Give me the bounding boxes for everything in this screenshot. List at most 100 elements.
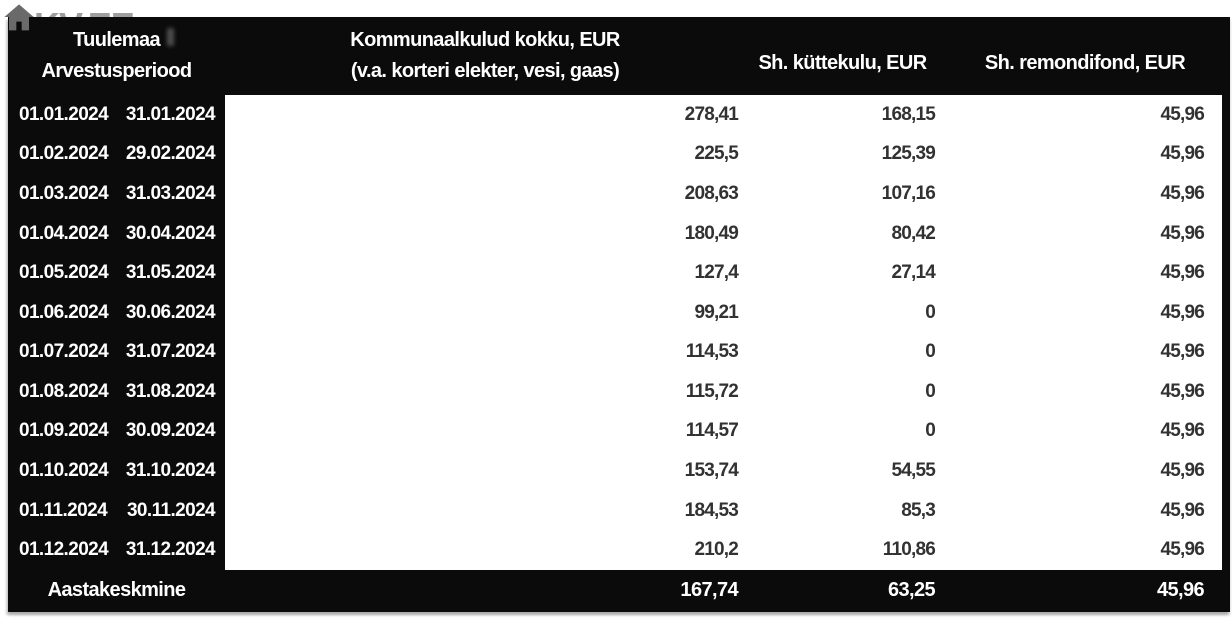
- period-start: 01.08.2024: [19, 380, 109, 402]
- period-cell: 01.01.2024 31.01.2024: [8, 95, 225, 135]
- period-end: 30.06.2024: [125, 301, 216, 323]
- header-address-label: Tuulemaa: [73, 25, 175, 56]
- repair-fund-cell: 45,96: [940, 95, 1222, 135]
- period-start: 01.03.2024: [19, 182, 109, 204]
- period-start: 01.10.2024: [19, 459, 109, 481]
- period-cell: 01.11.2024 30.11.2024: [8, 490, 225, 531]
- period-start: 01.09.2024: [19, 420, 109, 442]
- table-row: 01.08.2024 31.08.2024 115,72 0 45,96: [8, 372, 1222, 412]
- period-start: 01.05.2024: [19, 262, 109, 284]
- period-start: 01.01.2024: [19, 103, 109, 125]
- header-period-label: Arvestusperiood: [41, 60, 193, 82]
- total-cost-cell: 114,57: [225, 411, 745, 452]
- footer-label: Aastakeskmine: [47, 579, 186, 602]
- table-row: 01.01.2024 31.01.2024 278,41 168,15 45,9…: [8, 95, 1222, 135]
- table-row: 01.06.2024 30.06.2024 99,21 0 45,96: [8, 292, 1222, 333]
- repair-fund-cell: 45,96: [940, 332, 1222, 373]
- heating-cost-cell: 168,15: [745, 95, 940, 135]
- table-row: 01.03.2024 31.03.2024 208,63 107,16 45,9…: [8, 174, 1222, 214]
- period-start: 01.06.2024: [19, 301, 109, 323]
- period-cell: 01.08.2024 31.08.2024: [8, 372, 225, 412]
- table-row: 01.10.2024 31.10.2024 153,74 54,55 45,96: [8, 451, 1222, 491]
- repair-fund-cell: 45,96: [940, 411, 1222, 452]
- table-row: 01.07.2024 31.07.2024 114,53 0 45,96: [8, 332, 1222, 373]
- footer-heating: 63,25: [887, 579, 936, 602]
- period-cell: 01.05.2024 31.05.2024: [8, 253, 225, 293]
- period-cell: 01.04.2024 30.04.2024: [8, 213, 225, 254]
- period-end: 31.05.2024: [125, 262, 216, 284]
- period-cell: 01.10.2024 31.10.2024: [8, 451, 225, 491]
- header-arvestusperiood: Tuulemaa Arvestusperiood: [8, 17, 225, 95]
- table-row: 01.11.2024 30.11.2024 184,53 85,3 45,96: [8, 490, 1222, 531]
- period-cell: 01.12.2024 31.12.2024: [8, 530, 225, 570]
- heating-cost-cell: 27,14: [745, 253, 940, 293]
- total-cost-cell: 127,4: [225, 253, 745, 293]
- period-end: 29.02.2024: [125, 143, 216, 165]
- header-heating-label: Sh. küttekulu, EUR: [758, 52, 927, 74]
- period-end: 30.09.2024: [125, 420, 216, 442]
- table-header-row: Tuulemaa Arvestusperiood Kommunaalkulud …: [8, 17, 1230, 95]
- footer-total: 167,74: [680, 579, 738, 602]
- table-row: 01.04.2024 30.04.2024 180,49 80,42 45,96: [8, 213, 1222, 254]
- heating-cost-cell: 0: [745, 332, 940, 373]
- total-cost-cell: 225,5: [225, 134, 745, 175]
- table-footer-row: Aastakeskmine 167,74 63,25 45,96: [8, 569, 1230, 612]
- table-row: 01.05.2024 31.05.2024 127,4 27,14 45,96: [8, 253, 1222, 293]
- repair-fund-cell: 45,96: [940, 134, 1222, 175]
- table-row: 01.12.2024 31.12.2024 210,2 110,86 45,96: [8, 530, 1222, 570]
- repair-fund-cell: 45,96: [940, 174, 1222, 214]
- repair-fund-cell: 45,96: [940, 530, 1222, 570]
- heating-cost-cell: 125,39: [745, 134, 940, 175]
- header-kommunaalkulud: Kommunaalkulud kokku, EUR (v.a. korteri …: [225, 17, 745, 95]
- heating-cost-cell: 0: [745, 292, 940, 333]
- total-cost-cell: 278,41: [225, 95, 745, 135]
- heating-cost-cell: 54,55: [745, 451, 940, 491]
- header-kuttekulu: Sh. küttekulu, EUR: [745, 17, 940, 95]
- total-cost-cell: 115,72: [225, 372, 745, 412]
- repair-fund-cell: 45,96: [940, 253, 1222, 293]
- heating-cost-cell: 110,86: [745, 530, 940, 570]
- table-body: 01.01.2024 31.01.2024 278,41 168,15 45,9…: [8, 95, 1222, 570]
- period-start: 01.12.2024: [19, 539, 109, 561]
- total-cost-cell: 210,2: [225, 530, 745, 570]
- total-cost-cell: 184,53: [225, 490, 745, 531]
- total-cost-cell: 153,74: [225, 451, 745, 491]
- redacted-text-smudge: [167, 28, 175, 46]
- footer-repair-fund: 45,96: [1156, 579, 1205, 602]
- repair-fund-cell: 45,96: [940, 292, 1222, 333]
- header-remondifond: Sh. remondifond, EUR: [940, 17, 1230, 95]
- header-repair-fund-label: Sh. remondifond, EUR: [984, 52, 1186, 74]
- period-cell: 01.02.2024 29.02.2024: [8, 134, 225, 175]
- utility-costs-table: Tuulemaa Arvestusperiood Kommunaalkulud …: [8, 17, 1230, 612]
- period-start: 01.02.2024: [19, 143, 109, 165]
- table-row: 01.02.2024 29.02.2024 225,5 125,39 45,96: [8, 134, 1222, 175]
- total-cost-cell: 208,63: [225, 174, 745, 214]
- heating-cost-cell: 85,3: [745, 490, 940, 531]
- period-end: 31.07.2024: [125, 341, 216, 363]
- header-total-line2: (v.a. korteri elekter, vesi, gaas): [350, 60, 620, 82]
- heating-cost-cell: 0: [745, 411, 940, 452]
- period-cell: 01.07.2024 31.07.2024: [8, 332, 225, 373]
- period-cell: 01.06.2024 30.06.2024: [8, 292, 225, 333]
- heating-cost-cell: 80,42: [745, 213, 940, 254]
- house-icon: [4, 4, 34, 31]
- repair-fund-cell: 45,96: [940, 490, 1222, 531]
- period-end: 30.04.2024: [125, 222, 216, 244]
- period-cell: 01.03.2024 31.03.2024: [8, 174, 225, 214]
- total-cost-cell: 114,53: [225, 332, 745, 373]
- period-start: 01.04.2024: [19, 222, 109, 244]
- repair-fund-cell: 45,96: [940, 213, 1222, 254]
- period-start: 01.07.2024: [19, 341, 109, 363]
- period-end: 31.10.2024: [125, 459, 216, 481]
- period-start: 01.11.2024: [19, 499, 108, 521]
- period-end: 30.11.2024: [126, 499, 216, 521]
- period-end: 31.01.2024: [125, 103, 216, 125]
- heating-cost-cell: 0: [745, 372, 940, 412]
- heating-cost-cell: 107,16: [745, 174, 940, 214]
- total-cost-cell: 99,21: [225, 292, 745, 333]
- period-cell: 01.09.2024 30.09.2024: [8, 411, 225, 452]
- repair-fund-cell: 45,96: [940, 451, 1222, 491]
- repair-fund-cell: 45,96: [940, 372, 1222, 412]
- total-cost-cell: 180,49: [225, 213, 745, 254]
